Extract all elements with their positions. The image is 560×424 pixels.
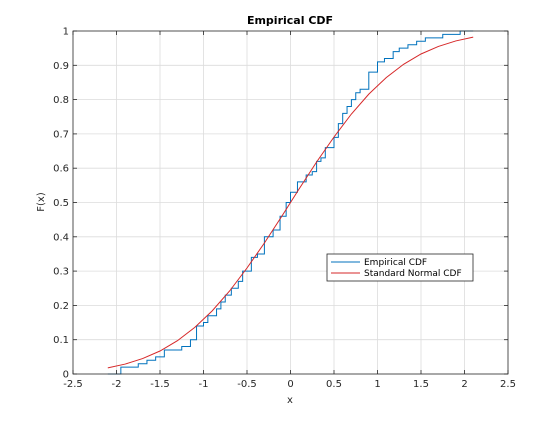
y-tick-label: 0.4: [53, 232, 69, 243]
x-tick-label: 1: [374, 379, 380, 390]
x-tick-label: 0: [287, 379, 293, 390]
x-tick-label: -2: [112, 379, 122, 390]
y-tick-label: 0.8: [53, 95, 69, 106]
x-tick-label: 2: [461, 379, 467, 390]
y-tick-label: 0.7: [53, 129, 69, 140]
legend-box: [326, 253, 474, 282]
y-tick-label: 1: [63, 27, 69, 38]
legend-label-normal: Standard Normal CDF: [364, 269, 462, 279]
y-tick-label: 0.9: [53, 61, 69, 72]
x-tick-label: 1.5: [413, 379, 429, 390]
series-layer: [107, 30, 474, 375]
x-tick-label: -0.5: [237, 379, 257, 390]
y-tick-label: 0.2: [53, 301, 69, 312]
y-tick-label: 0: [63, 370, 69, 381]
x-tick-label: -1: [199, 379, 209, 390]
x-axis-ticks: -2.5 -2 -1.5 -1 -0.5 0 0.5 1 1.5 2 2.5: [63, 31, 516, 390]
x-tick-label: -1.5: [150, 379, 170, 390]
y-tick-label: 0.3: [53, 267, 69, 278]
y-tick-label: 0.6: [53, 164, 69, 175]
chart-title: Empirical CDF: [247, 14, 333, 27]
y-tick-label: 0.5: [53, 198, 69, 209]
y-tick-label: 0.1: [53, 335, 69, 346]
y-axis-label: F(x): [36, 192, 47, 212]
empirical-cdf-line: [107, 30, 474, 375]
x-tick-label: -2.5: [63, 379, 83, 390]
legend-label-empirical: Empirical CDF: [364, 258, 427, 268]
y-axis-ticks: 0 0.1 0.2 0.3 0.4 0.5 0.6 0.7 0.8 0.9 1: [53, 27, 508, 381]
x-tick-label: 2.5: [500, 379, 516, 390]
x-axis-label: x: [287, 395, 293, 406]
x-tick-label: 0.5: [326, 379, 342, 390]
legend: Empirical CDF Standard Normal CDF: [326, 253, 474, 282]
standard-normal-cdf-line: [107, 36, 474, 369]
